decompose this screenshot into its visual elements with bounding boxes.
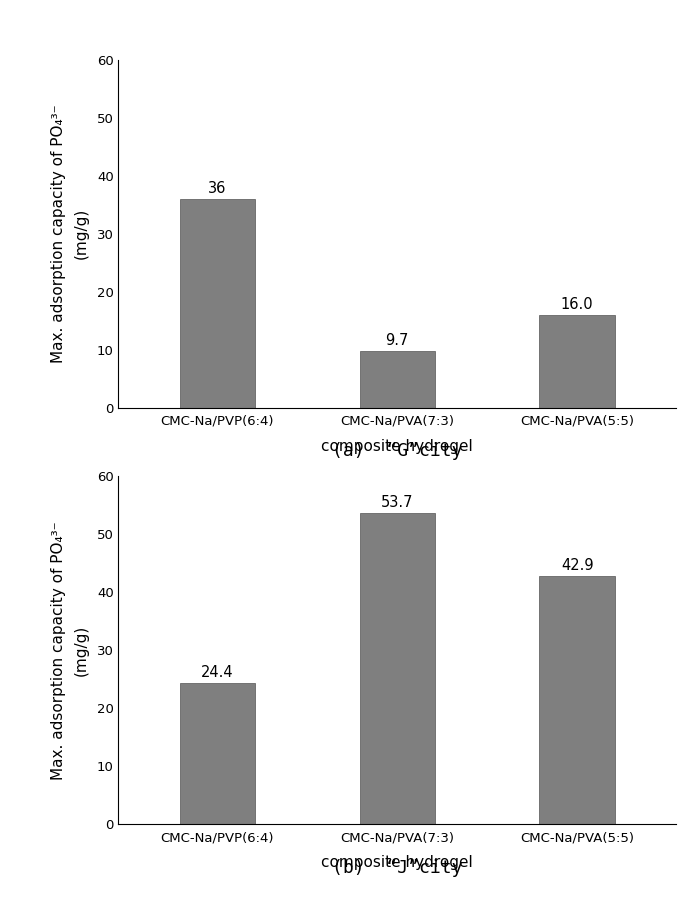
- Bar: [360, 513, 435, 824]
- Bar: [539, 575, 615, 824]
- Bar: [180, 199, 255, 408]
- Text: 53.7: 53.7: [381, 495, 413, 510]
- Bar: [360, 352, 435, 408]
- Text: 9.7: 9.7: [385, 333, 409, 348]
- Y-axis label: Max. adsorption capacity of PO₄³⁻
(mg/g): Max. adsorption capacity of PO₄³⁻ (mg/g): [51, 104, 89, 363]
- Text: 36: 36: [208, 180, 227, 196]
- Y-axis label: Max. adsorption capacity of PO₄³⁻
(mg/g): Max. adsorption capacity of PO₄³⁻ (mg/g): [51, 521, 89, 780]
- Text: (b)  “J”city: (b) “J”city: [332, 859, 463, 878]
- X-axis label: composite hydrogel: composite hydrogel: [321, 439, 473, 453]
- Text: 42.9: 42.9: [561, 558, 593, 572]
- Text: (a)  “G”city: (a) “G”city: [332, 442, 463, 460]
- Bar: [180, 682, 255, 824]
- Text: 16.0: 16.0: [561, 297, 593, 311]
- Bar: [539, 315, 615, 408]
- Text: 24.4: 24.4: [201, 665, 233, 680]
- X-axis label: composite hydrogel: composite hydrogel: [321, 856, 473, 870]
